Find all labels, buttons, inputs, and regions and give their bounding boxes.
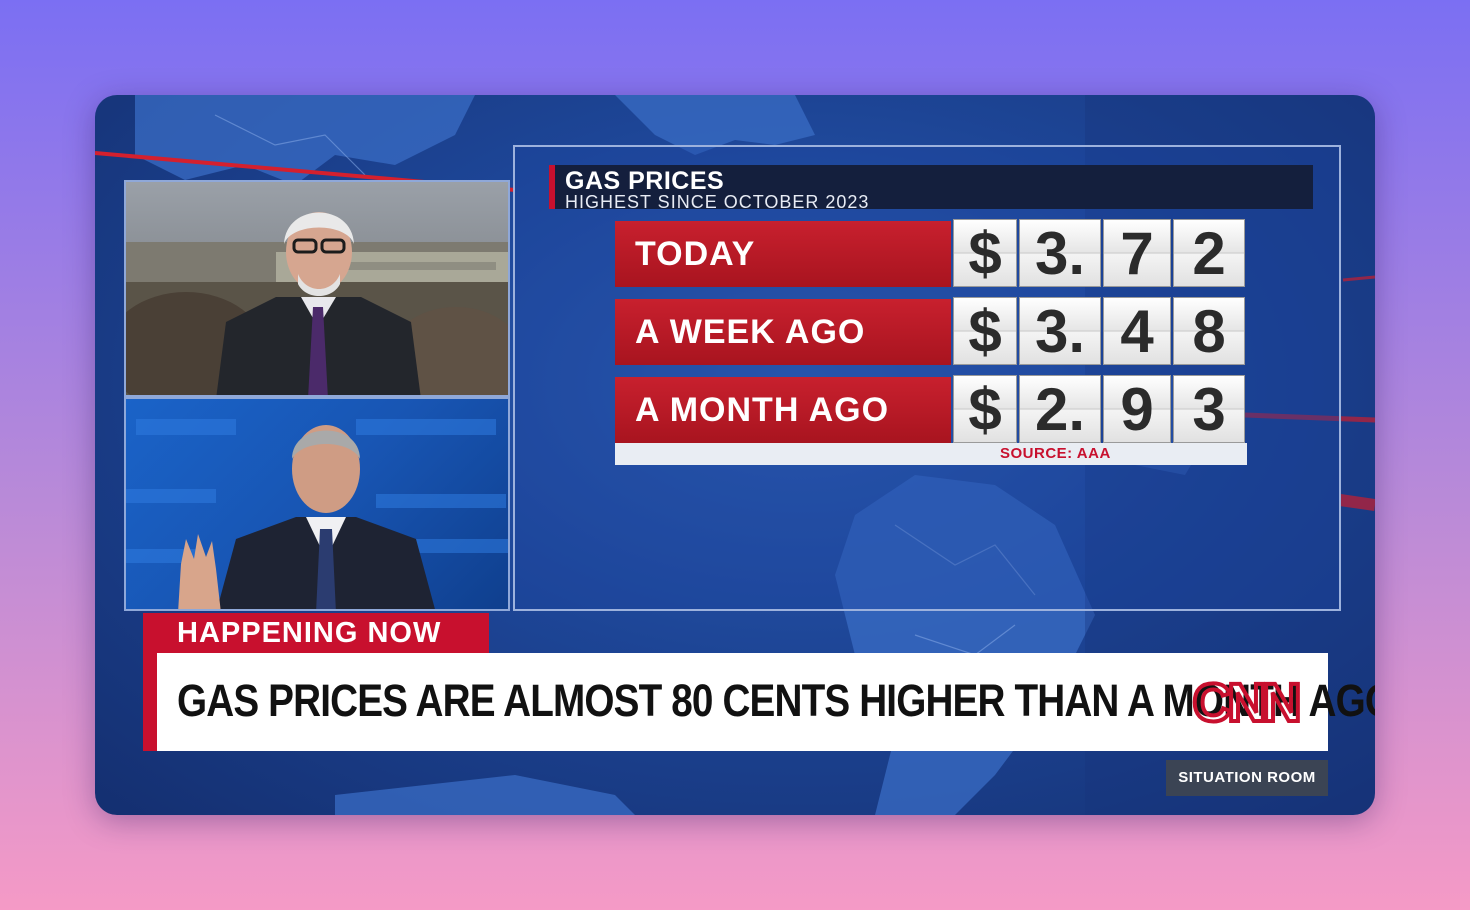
video-frame: GAS PRICES HIGHEST SINCE OCTOBER 2023 TO…	[95, 95, 1375, 815]
price-digit: 3.	[1019, 297, 1101, 365]
graphic-header: GAS PRICES HIGHEST SINCE OCTOBER 2023	[549, 165, 1313, 212]
headline-bar: GAS PRICES ARE ALMOST 80 CENTS HIGHER TH…	[143, 653, 1375, 751]
price-digit: 3.	[1019, 219, 1101, 287]
price-digit: 2	[1173, 219, 1245, 287]
price-row-label: A MONTH AGO	[615, 377, 951, 443]
graphic-subtitle: HIGHEST SINCE OCTOBER 2023	[565, 192, 870, 212]
price-digit: 9	[1103, 375, 1171, 443]
source-label: SOURCE: AAA	[1000, 445, 1111, 462]
headline-text: GAS PRICES ARE ALMOST 80 CENTS HIGHER TH…	[177, 675, 1375, 726]
price-digit: $	[953, 375, 1017, 443]
anchor-video-pane	[124, 180, 510, 397]
cnn-logo-icon: CNN	[1191, 673, 1305, 733]
price-digit: 7	[1103, 219, 1171, 287]
price-row-today: TODAY $ 3. 7 2	[615, 217, 1247, 289]
price-row-label: A WEEK AGO	[615, 299, 951, 365]
price-digit: 2.	[1019, 375, 1101, 443]
price-digit: 8	[1173, 297, 1245, 365]
source-strip	[615, 443, 1247, 465]
price-row-week-ago: A WEEK AGO $ 3. 4 8	[615, 295, 1247, 367]
price-digit: 4	[1103, 297, 1171, 365]
price-digit: $	[953, 219, 1017, 287]
price-digit: 3	[1173, 375, 1245, 443]
price-row-month-ago: A MONTH AGO $ 2. 9 3	[615, 373, 1247, 445]
price-digit: $	[953, 297, 1017, 365]
happening-now-tag: HAPPENING NOW	[143, 613, 489, 653]
gas-prices-graphic: GAS PRICES HIGHEST SINCE OCTOBER 2023 TO…	[513, 145, 1341, 611]
price-row-label: TODAY	[615, 221, 951, 287]
guest-video-pane	[124, 397, 510, 611]
cnn-logo-text: CNN	[1193, 673, 1299, 733]
graphic-title: GAS PRICES	[565, 167, 725, 195]
show-name-badge: SITUATION ROOM	[1166, 760, 1328, 796]
